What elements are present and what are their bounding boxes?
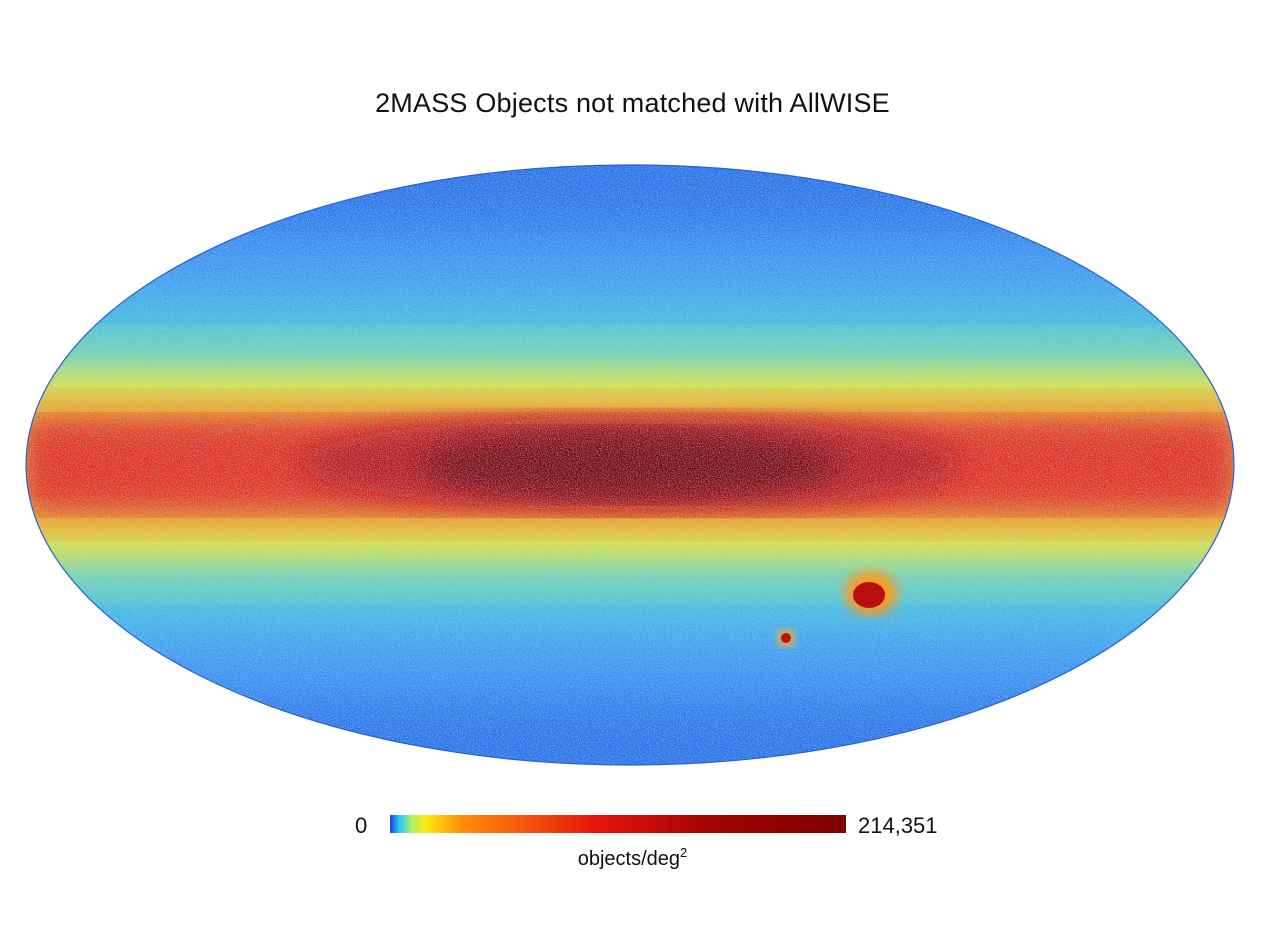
- colorbar-unit-base: objects/deg: [577, 848, 681, 870]
- small-magellanic-cloud: [777, 629, 795, 647]
- colorbar-min-label: 0: [355, 813, 368, 838]
- sky-map: [25, 164, 1235, 766]
- colorbar-unit-label: objects/deg2: [0, 845, 1265, 871]
- colorbar-unit-exponent: 2: [680, 845, 688, 860]
- colorbar-gradient: [390, 815, 846, 833]
- large-magellanic-cloud: [845, 571, 897, 615]
- map-title: 2MASS Objects not matched with AllWISE: [375, 88, 890, 118]
- colorbar: 0 214,351 objects/deg2: [0, 805, 1265, 895]
- colorbar-max-label: 214,351: [858, 813, 938, 838]
